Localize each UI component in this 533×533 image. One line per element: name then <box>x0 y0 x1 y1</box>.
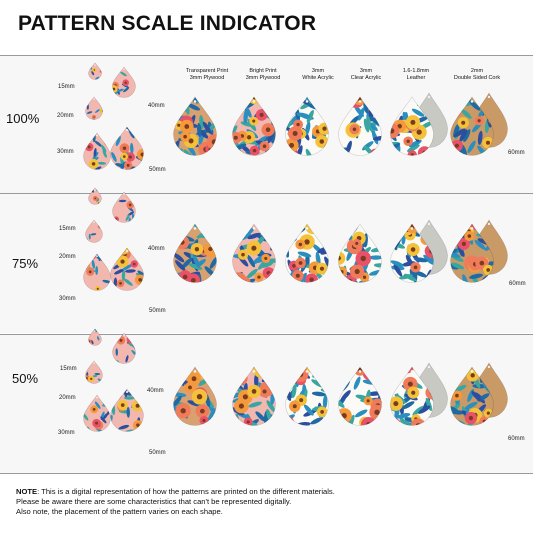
sample-drop-30mm <box>83 132 111 170</box>
size-label-40mm: 40mm <box>147 388 164 394</box>
drop-white-acrylic <box>285 223 329 283</box>
material-line1: Bright Print <box>249 68 277 74</box>
note-line3: Also note, the placement of the pattern … <box>16 507 223 516</box>
size-label-60mm: 60mm <box>508 150 525 156</box>
material-line2: 3mm Plywood <box>245 74 281 81</box>
size-label-15mm: 15mm <box>60 366 77 372</box>
sample-drop-30mm <box>83 394 111 432</box>
size-label-60mm: 60mm <box>509 281 526 287</box>
drop-clear-acrylic <box>338 96 382 156</box>
size-label-50mm: 50mm <box>149 450 166 456</box>
material-line1: 2mm <box>470 68 484 74</box>
sample-drop-15mm <box>88 328 102 346</box>
material-label-leather: 1.6-1.8mm Leather <box>381 68 451 81</box>
footer-note: NOTE: This is a digital representation o… <box>16 487 516 517</box>
divider-top <box>0 55 533 56</box>
divider-bottom <box>0 473 533 474</box>
size-label-30mm: 30mm <box>59 296 76 302</box>
drop-white-acrylic <box>285 366 329 426</box>
material-label-cork: 2mm Double Sided Cork <box>442 68 512 81</box>
drop-leather <box>390 96 434 156</box>
drop-leather <box>390 223 434 283</box>
sample-drop-40mm <box>112 191 136 223</box>
material-label-transparent-plywood: Transparent Print 3mm Plywood <box>172 68 242 81</box>
sample-drop-50mm <box>110 247 144 291</box>
drop-clear-acrylic <box>338 366 382 426</box>
sample-drop-20mm <box>85 219 103 243</box>
sample-drop-40mm <box>112 332 136 364</box>
material-line1: 3mm <box>311 68 325 74</box>
drop-leather <box>390 366 434 426</box>
drop-cork <box>450 366 494 426</box>
material-line2: Double Sided Cork <box>453 74 501 81</box>
material-line2: White Acrylic <box>302 74 334 81</box>
size-label-20mm: 20mm <box>59 395 76 401</box>
sample-drop-50mm <box>110 126 144 170</box>
size-label-60mm: 60mm <box>508 436 525 442</box>
size-label-50mm: 50mm <box>149 308 166 314</box>
size-label-15mm: 15mm <box>58 84 75 90</box>
drop-bright-plywood <box>232 223 276 283</box>
drop-white-acrylic <box>285 96 329 156</box>
material-line1: 1.6-1.8mm <box>402 68 430 74</box>
sample-drop-15mm <box>88 187 102 205</box>
drop-clear-acrylic <box>338 223 382 283</box>
drop-cork <box>450 96 494 156</box>
note-line2: Please be aware there are some character… <box>16 497 292 506</box>
page-title: PATTERN SCALE INDICATOR <box>18 12 317 35</box>
sample-drop-30mm <box>83 253 111 291</box>
note-line1: : This is a digital representation of ho… <box>37 487 335 496</box>
material-line2: Leather <box>406 74 426 81</box>
sample-drop-50mm <box>110 388 144 432</box>
size-label-15mm: 15mm <box>59 226 76 232</box>
material-line2: Clear Acrylic <box>350 74 382 81</box>
size-label-30mm: 30mm <box>57 149 74 155</box>
drop-transparent-plywood <box>173 366 217 426</box>
divider-1 <box>0 193 533 194</box>
drop-transparent-plywood <box>173 96 217 156</box>
scale-label-50: 50% <box>12 371 39 386</box>
drop-cork <box>450 223 494 283</box>
material-line1: 3mm <box>359 68 373 74</box>
size-label-20mm: 20mm <box>59 254 76 260</box>
material-label-bright-plywood: Bright Print 3mm Plywood <box>228 68 298 81</box>
scale-label-100: 100% <box>6 111 40 126</box>
size-label-50mm: 50mm <box>149 167 166 173</box>
material-line2: 3mm Plywood <box>189 74 225 81</box>
sample-drop-20mm <box>85 96 103 120</box>
material-line1: Transparent Print <box>185 68 229 74</box>
sample-drop-20mm <box>85 360 103 384</box>
drop-bright-plywood <box>232 96 276 156</box>
drop-transparent-plywood <box>173 223 217 283</box>
size-label-30mm: 30mm <box>58 430 75 436</box>
size-label-20mm: 20mm <box>57 113 74 119</box>
material-label-clear-acrylic: 3mm Clear Acrylic <box>331 68 401 81</box>
material-label-white-acrylic: 3mm White Acrylic <box>283 68 353 81</box>
size-label-40mm: 40mm <box>148 103 165 109</box>
size-label-40mm: 40mm <box>148 246 165 252</box>
sample-drop-40mm <box>112 66 136 98</box>
divider-2 <box>0 334 533 335</box>
sample-drop-15mm <box>88 62 102 80</box>
scale-label-75: 75% <box>12 256 39 271</box>
note-label: NOTE <box>16 487 38 496</box>
drop-bright-plywood <box>232 366 276 426</box>
